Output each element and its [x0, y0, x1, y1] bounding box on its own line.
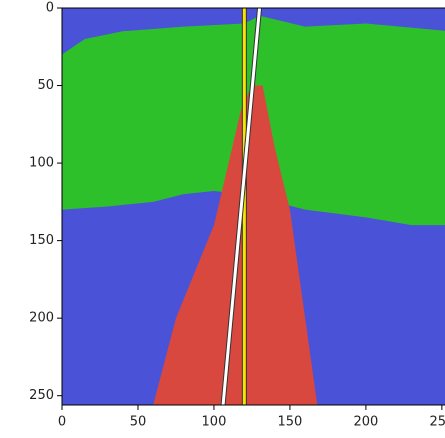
x-tick-label: 100: [202, 415, 227, 430]
x-tick-label: 250: [429, 415, 445, 430]
y-tick-label: 200: [29, 311, 54, 326]
y-tick-label: 150: [29, 233, 54, 248]
chart: 0 50 100 150 200 250 0 50 100 150 200 250: [0, 0, 445, 438]
x-tick-label: 150: [278, 415, 303, 430]
x-tick-label: 0: [58, 415, 66, 430]
x-tick-label: 50: [130, 415, 147, 430]
x-tick-label: 200: [353, 415, 378, 430]
y-tick-label: 250: [29, 388, 54, 403]
y-tick-label: 100: [29, 156, 54, 171]
y-tick-label: 50: [37, 78, 54, 93]
y-tick-label: 0: [46, 1, 54, 16]
